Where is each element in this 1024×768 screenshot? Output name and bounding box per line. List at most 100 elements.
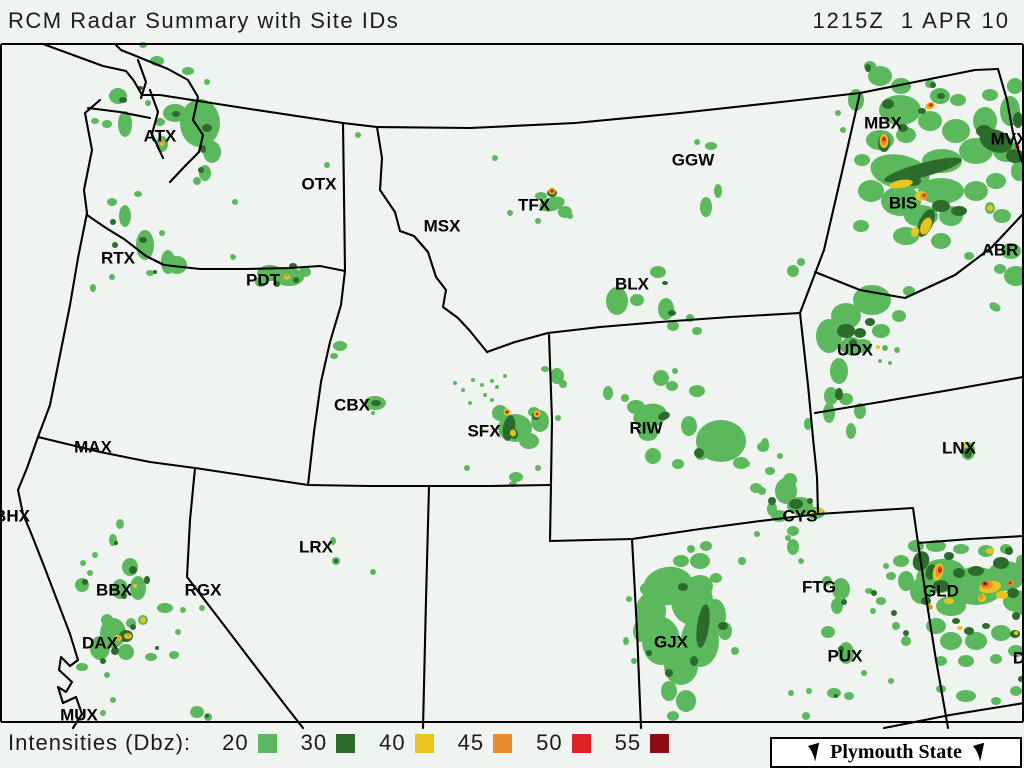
radar-cell-20dbz [731,647,739,655]
radar-cell-20dbz [935,656,947,666]
radar-cell-20dbz [991,697,1001,705]
radar-cell-30dbz [993,557,1009,569]
site-label-pux: PUX [828,647,864,666]
radar-cell-20dbz [870,608,876,614]
site-label-otx: OTX [302,175,338,194]
radar-cell-20dbz [822,576,832,586]
radar-cell-20dbz [901,636,911,646]
site-label-udx: UDX [837,341,874,360]
radar-cell-50dbz [550,189,554,193]
radar-cell-20dbz [767,502,777,516]
radar-cell-30dbz [1005,547,1013,555]
radar-cell-30dbz [696,604,710,648]
radar-cell-20dbz [673,555,689,567]
radar-cell-20dbz [371,411,375,415]
radar-cell-20dbz [964,252,974,260]
site-label-lrx: LRX [299,538,334,557]
radar-cell-30dbz [838,646,844,652]
legend-value: 40 [379,730,406,755]
radar-cell-20dbz [787,265,799,277]
radar-cell-20dbz [145,100,151,106]
radar-cell-20dbz [958,655,974,667]
radar-cell-20dbz [858,180,884,202]
radar-cell-30dbz [678,583,688,591]
radar-cell-20dbz [854,154,870,166]
radar-cell-30dbz [690,656,698,666]
radar-cell-20dbz [754,531,760,537]
radar-cell-30dbz [854,328,866,338]
radar-cell-20dbz [692,327,702,335]
radar-cell-20dbz [633,620,649,642]
radar-cell-20dbz [865,588,873,594]
radar-cell-20dbz [503,374,507,378]
radar-cell-20dbz [638,425,658,441]
radar-cell-20dbz [861,670,867,676]
radar-cell-20dbz [157,603,173,613]
radar-cell-20dbz [102,120,112,128]
radar-cell-30dbz [646,650,652,656]
site-label-mux: MUX [60,706,98,725]
radar-cell-30dbz [807,498,813,504]
radar-cell-20dbz [738,557,746,565]
radar-cell-20dbz [931,233,951,249]
radar-cell-20dbz [636,592,666,630]
radar-cell-40dbz [964,444,968,448]
radar-cell-20dbz [783,473,797,487]
radar-cell-20dbz [672,459,684,469]
radar-cell-45dbz [160,140,164,144]
radar-cell-30dbz [662,281,668,285]
radar-cell-40dbz [876,345,880,349]
legend-item-45: 45 [457,730,513,756]
radar-cell-20dbz [903,286,915,296]
radar-cell-30dbz [718,622,728,630]
radar-cell-20dbz [324,162,330,168]
radar-cell-40dbz [920,217,932,235]
radar-cell-20dbz [100,710,106,716]
radar-cell-20dbz [1011,161,1024,181]
radar-cell-20dbz [696,420,746,462]
radar-cell-20dbz [840,127,846,133]
legend-item-30: 30 [301,730,356,756]
radar-cell-40dbz [986,548,994,554]
radar-cell-20dbz [714,184,722,198]
radar-cell-20dbz [672,368,678,374]
radar-cell-20dbz [936,596,966,616]
legend-title: Intensities (Dbz): [8,730,199,755]
radar-cell-30dbz [202,124,212,132]
legend-value: 55 [614,730,642,755]
radar-cell-20dbz [535,192,547,200]
legend-value: 45 [457,730,485,755]
radar-cell-20dbz [490,379,494,383]
radar-cell-30dbz [918,108,926,114]
radar-cell-40dbz [140,617,146,623]
radar-cell-30dbz [849,339,857,347]
site-label-atx: ATX [144,127,177,146]
radar-cell-20dbz [519,433,539,449]
legend-item-55: 55 [614,730,670,756]
radar-cell-20dbz [956,690,976,702]
radar-cell-20dbz [835,110,841,116]
radar-cell-30dbz [82,579,88,585]
radar-cell-20dbz [918,111,942,131]
radar-cell-30dbz [144,576,150,584]
radar-cell-45dbz [928,605,932,609]
radar-cell-20dbz [483,393,487,397]
radar-cell-30dbz [694,448,704,458]
site-label-dax: DAX [82,634,119,653]
radar-cell-20dbz [888,361,892,365]
legend-item-50: 50 [536,730,591,756]
radar-cell-20dbz [687,545,695,553]
radar-cell-20dbz [853,220,869,232]
radar-cell-20dbz [694,139,700,145]
radar-cell-20dbz [893,555,909,567]
radar-cell-20dbz [940,632,962,650]
radar-cell-50dbz [938,567,942,573]
radar-cell-30dbz [665,669,673,677]
radar-cell-20dbz [92,552,98,558]
radar-cell-30dbz [837,324,855,338]
site-label-mvx: MVX [991,130,1024,149]
radar-cell-20dbz [623,637,629,645]
radar-cell-20dbz [854,403,866,419]
radar-cell-20dbz [804,418,812,430]
radar-cell-30dbz [112,242,118,248]
